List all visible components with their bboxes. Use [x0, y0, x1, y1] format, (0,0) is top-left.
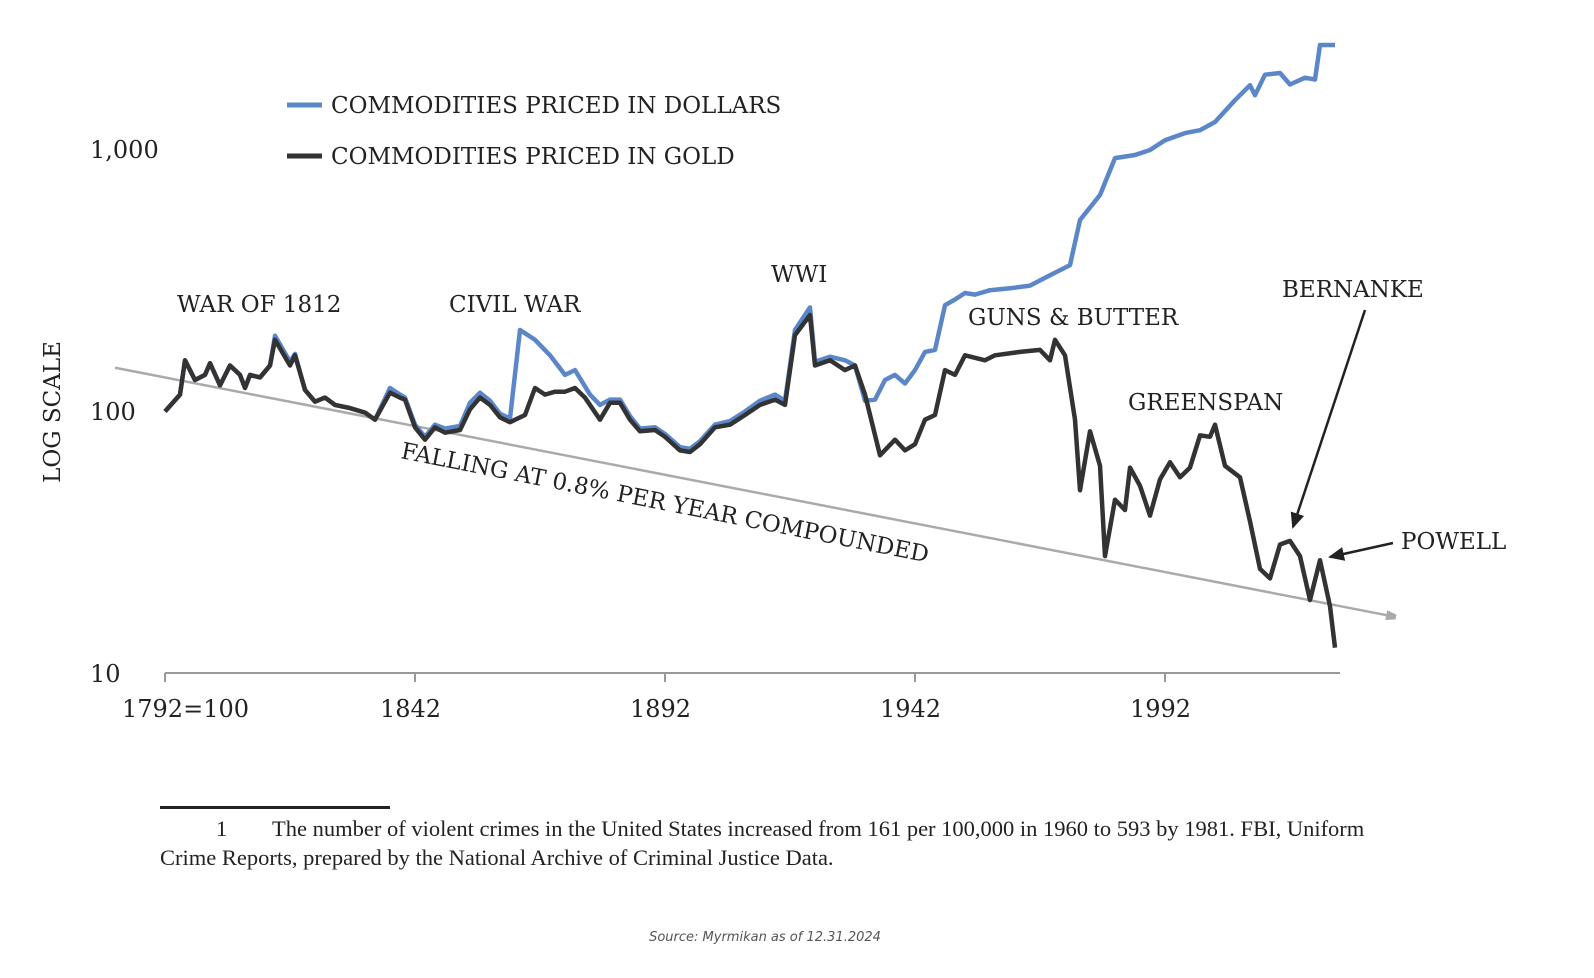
y-tick-label: 100: [90, 398, 136, 426]
x-tick-label: 1842: [380, 695, 441, 723]
legend-label-dollars: COMMODITIES PRICED IN DOLLARS: [331, 93, 781, 119]
annotation-wwi: WWI: [771, 262, 827, 288]
y-tick-label: 1,000: [90, 136, 159, 164]
annotation-guns-butter: GUNS & BUTTER: [968, 305, 1179, 331]
footnote-rule: [160, 806, 390, 809]
x-tick-label: 1942: [880, 695, 941, 723]
series-line-gold: [163, 312, 1338, 648]
trend-label: FALLING AT 0.8% PER YEAR COMPOUNDED: [399, 438, 931, 568]
powell-arrow: [1328, 541, 1394, 561]
legend-label-gold: COMMODITIES PRICED IN GOLD: [331, 144, 735, 170]
footnote-number: 1: [216, 816, 228, 841]
footnote: 1 The number of violent crimes in the Uni…: [160, 814, 1380, 872]
source-note: Source: Myrmikan as of 12.31.2024: [649, 930, 881, 945]
x-tick-label: 1892: [630, 695, 691, 723]
annotation-greenspan: GREENSPAN: [1128, 390, 1283, 416]
footnote-text: The number of violent crimes in the Unit…: [160, 816, 1365, 870]
annotation-civil-war: CIVIL WAR: [449, 292, 581, 318]
x-tick-label: 1992: [1130, 695, 1191, 723]
trend-line: [114, 366, 1395, 617]
bernanke-arrow: [1290, 309, 1367, 529]
annotation-war-of-1812: WAR OF 1812: [177, 292, 341, 318]
annotation-bernanke: BERNANKE: [1282, 277, 1424, 303]
x-tick-label: 1792=100: [122, 695, 249, 723]
annotation-powell: POWELL: [1401, 529, 1506, 555]
y-tick-label: 10: [90, 660, 121, 688]
y-axis-label: LOG SCALE: [40, 341, 66, 483]
